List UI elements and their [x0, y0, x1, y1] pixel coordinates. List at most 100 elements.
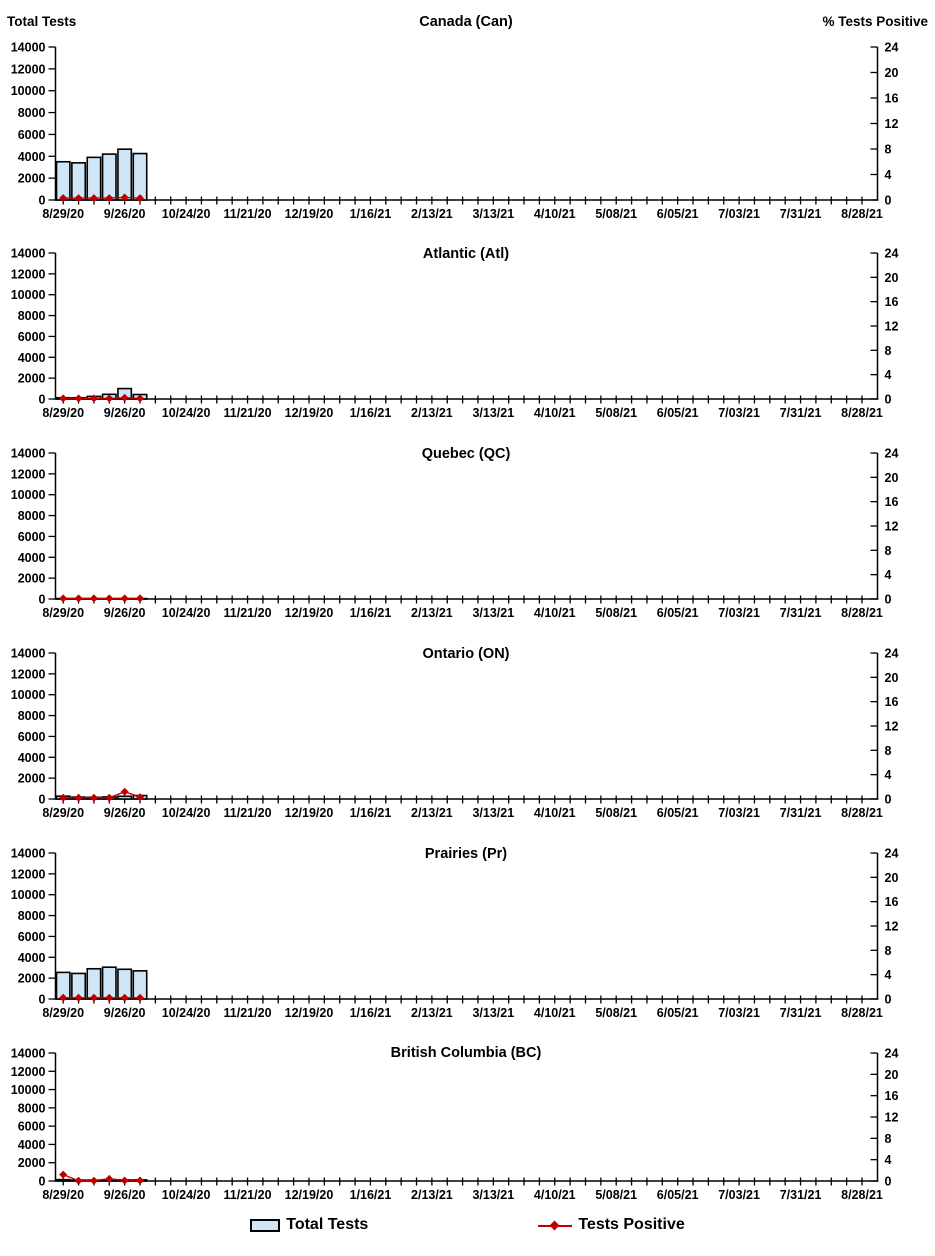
left-axis-tick-label: 12000 [11, 267, 46, 281]
legend-item-tests-positive: Tests Positive [538, 1216, 685, 1234]
tests-positive-marker [74, 194, 83, 203]
x-axis-tick-label: 11/21/20 [224, 207, 272, 221]
left-axis-tick-label: 14000 [11, 1047, 46, 1061]
x-axis-tick-label: 10/24/20 [162, 1006, 211, 1020]
x-axis-tick-label: 3/13/21 [472, 207, 514, 221]
tests-positive-marker [120, 393, 129, 402]
x-axis-tick-label: 12/19/20 [285, 1006, 334, 1020]
right-axis-tick-label: 20 [885, 66, 899, 80]
left-axis-tick-label: 12000 [11, 667, 46, 681]
left-axis-tick-label: 4000 [18, 150, 46, 164]
tests-positive-marker [74, 394, 83, 403]
x-axis-tick-label: 1/16/21 [350, 806, 392, 820]
x-axis-tick-label: 9/26/20 [104, 406, 146, 420]
right-axis-tick-label: 12 [885, 920, 899, 934]
left-axis-tick-label: 2000 [18, 172, 46, 186]
left-axis-tick-label: 12000 [11, 467, 46, 481]
x-axis-tick-label: 7/03/21 [718, 1006, 760, 1020]
x-axis-tick-label: 9/26/20 [104, 207, 146, 221]
chart-title: British Columbia (BC) [391, 1045, 542, 1061]
right-axis-tick-label: 16 [885, 295, 899, 309]
x-axis-tick-label: 2/13/21 [411, 207, 453, 221]
left-axis-tick-label: 8000 [18, 709, 46, 723]
left-axis-tick-label: 8000 [18, 909, 46, 923]
tests-positive-marker [105, 394, 114, 403]
right-axis-tick-label: 12 [885, 520, 899, 534]
left-axis-tick-label: 2000 [18, 1156, 46, 1170]
left-axis-tick-label: 12000 [11, 1065, 46, 1079]
total-tests-swatch-icon [250, 1218, 281, 1232]
left-axis-tick-label: 6000 [18, 128, 46, 142]
x-axis-tick-label: 4/10/21 [534, 1006, 576, 1020]
axes: 0 2000 4000 6000 8000 10000 12000 14000 0 4 8 12 16 2… [11, 41, 899, 222]
tests-positive-marker [136, 793, 145, 802]
left-axis-tick-label: 8000 [18, 1101, 46, 1115]
x-axis-tick-label: 4/10/21 [534, 806, 576, 820]
chart-ontario-on: 0 2000 4000 6000 8000 10000 12000 14000 0 4 8 12 16 2… [0, 628, 935, 833]
x-axis-tick-label: 8/29/20 [42, 606, 84, 620]
left-axis-tick-label: 14000 [11, 847, 46, 861]
tests-positive-marker [120, 594, 129, 603]
tests-positive-series [59, 787, 145, 802]
x-axis-tick-label: 7/31/21 [780, 606, 822, 620]
right-axis-tick-label: 20 [885, 671, 899, 685]
x-axis-tick-label: 12/19/20 [285, 806, 334, 820]
right-axis-tick-label: 4 [885, 568, 892, 582]
axes: 0 2000 4000 6000 8000 10000 12000 14000 0 4 8 12 16 2… [11, 447, 899, 621]
right-axis-tick-label: 8 [885, 1132, 892, 1146]
x-axis-tick-label: 6/05/21 [657, 606, 699, 620]
x-axis-tick-label: 2/13/21 [411, 806, 453, 820]
tests-positive-marker [136, 1176, 145, 1185]
left-axis-tick-label: 2000 [18, 372, 46, 386]
total-tests-bar [86, 156, 102, 201]
chart-canvas-british-columbia-bc: 0 2000 4000 6000 8000 10000 12000 14000 0 4 8 12 16 2… [11, 1045, 899, 1202]
left-axis-tick-label: 14000 [11, 647, 46, 661]
left-axis-tick-label: 0 [39, 593, 46, 607]
tests-positive-marker [120, 1176, 129, 1185]
tests-positive-marker [59, 793, 68, 802]
left-axis-tick-label: 12000 [11, 62, 46, 76]
x-axis-tick-label: 4/10/21 [534, 606, 576, 620]
x-axis-tick-label: 10/24/20 [162, 806, 211, 820]
x-axis-tick-label: 6/05/21 [657, 1006, 699, 1020]
right-axis-tick-label: 24 [885, 41, 899, 55]
right-axis-tick-label: 8 [885, 544, 892, 558]
right-axis-tick-label: 0 [885, 393, 892, 407]
x-axis-tick-label: 3/13/21 [472, 606, 514, 620]
total-tests-bars [55, 966, 148, 1000]
x-axis-tick-label: 12/19/20 [285, 207, 334, 221]
x-axis-tick-label: 8/29/20 [42, 806, 84, 820]
left-axis-tick-label: 10000 [11, 84, 46, 98]
right-axis-tick-label: 4 [885, 968, 892, 982]
x-axis-tick-label: 6/05/21 [657, 207, 699, 221]
chart-canvas-ontario-on: 0 2000 4000 6000 8000 10000 12000 14000 0 4 8 12 16 2… [11, 646, 899, 820]
x-axis-tick-label: 2/13/21 [411, 406, 453, 420]
tests-positive-marker [74, 793, 83, 802]
left-axis-tick-label: 14000 [11, 447, 46, 461]
right-axis-tick-label: 4 [885, 768, 892, 782]
right-axis-tick-label: 12 [885, 117, 899, 131]
x-axis-tick-label: 7/31/21 [780, 406, 822, 420]
x-axis-tick-label: 8/28/21 [841, 1006, 883, 1020]
right-axis-tick-label: 0 [885, 1175, 892, 1189]
x-axis-tick-label: 7/31/21 [780, 1188, 822, 1202]
right-axis-tick-label: 0 [885, 593, 892, 607]
left-axis-tick-label: 6000 [18, 530, 46, 544]
x-axis-tick-label: 4/10/21 [534, 406, 576, 420]
left-axis-tick-label: 6000 [18, 330, 46, 344]
x-axis-tick-label: 8/28/21 [841, 1188, 883, 1202]
tests-positive-marker [59, 1170, 68, 1179]
left-axis-tick-label: 4000 [18, 951, 46, 965]
left-axis-tick-label: 4000 [18, 551, 46, 565]
x-axis-tick-label: 5/08/21 [595, 606, 637, 620]
left-axis-tick-label: 14000 [11, 247, 46, 261]
tests-positive-marker [59, 993, 68, 1002]
right-axis-tick-label: 16 [885, 895, 899, 909]
tests-positive-marker [105, 594, 114, 603]
x-axis-tick-label: 7/31/21 [780, 207, 822, 221]
tests-positive-marker [89, 1176, 98, 1185]
legend-tests-positive-label: Tests Positive [578, 1216, 685, 1233]
right-axis-tick-label: 8 [885, 744, 892, 758]
tests-positive-marker [74, 1176, 83, 1185]
chart-canvas-canada-can: 0 2000 4000 6000 8000 10000 12000 14000 0 4 8 12 16 2… [7, 14, 928, 222]
